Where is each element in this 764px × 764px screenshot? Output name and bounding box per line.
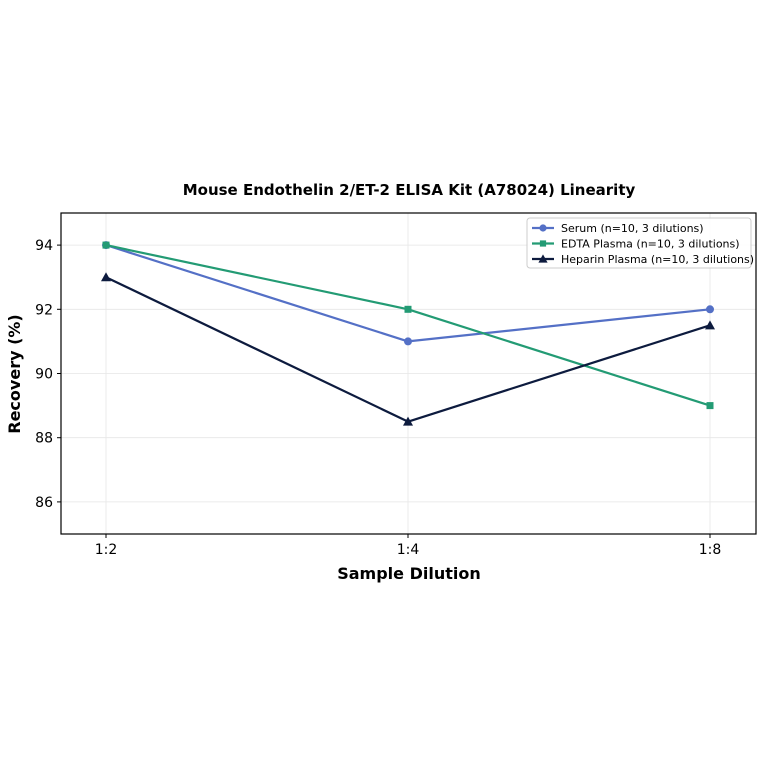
- grid-lines: [61, 213, 756, 534]
- legend-label: Heparin Plasma (n=10, 3 dilutions): [561, 253, 754, 266]
- y-tick-label: 90: [35, 367, 53, 383]
- y-tick-label: 92: [35, 302, 53, 318]
- chart-title: Mouse Endothelin 2/ET-2 ELISA Kit (A7802…: [183, 181, 636, 199]
- legend-marker: [538, 254, 548, 263]
- data-point: [102, 241, 110, 249]
- y-tick-label: 88: [35, 431, 53, 447]
- legend-marker: [539, 240, 547, 247]
- legend-item: Heparin Plasma (n=10, 3 dilutions): [532, 253, 754, 266]
- y-tick-label: 94: [35, 238, 53, 254]
- data-point: [403, 416, 413, 426]
- legend-label: Serum (n=10, 3 dilutions): [561, 222, 704, 235]
- data-point: [404, 337, 412, 346]
- y-tick-label: 86: [35, 495, 53, 511]
- y-axis-ticks: 86 88 90 92 94: [35, 238, 61, 511]
- data-point: [404, 305, 412, 313]
- x-axis-label: Sample Dilution: [337, 564, 481, 583]
- series-1: [102, 241, 714, 346]
- x-tick-label: 1:4: [397, 542, 420, 558]
- data-point: [706, 402, 714, 410]
- legend: Serum (n=10, 3 dilutions) EDTA Plasma (n=…: [526, 217, 754, 269]
- x-tick-label: 1:8: [699, 542, 722, 558]
- legend-item: EDTA Plasma (n=10, 3 dilutions): [532, 238, 740, 251]
- legend-label: EDTA Plasma (n=10, 3 dilutions): [561, 238, 740, 251]
- x-tick-label: 1:2: [95, 542, 118, 558]
- y-axis-label: Recovery (%): [5, 314, 24, 433]
- legend-item: Serum (n=10, 3 dilutions): [532, 222, 704, 235]
- x-axis-ticks: 1:2 1:4 1:8: [95, 534, 722, 558]
- legend-marker: [539, 224, 547, 232]
- legend-box: [526, 217, 752, 269]
- series-3: [101, 272, 715, 426]
- data-point: [705, 320, 715, 330]
- series-2: [102, 241, 714, 410]
- data-point: [101, 272, 111, 282]
- data-point: [706, 305, 714, 314]
- series-layer: [101, 241, 715, 426]
